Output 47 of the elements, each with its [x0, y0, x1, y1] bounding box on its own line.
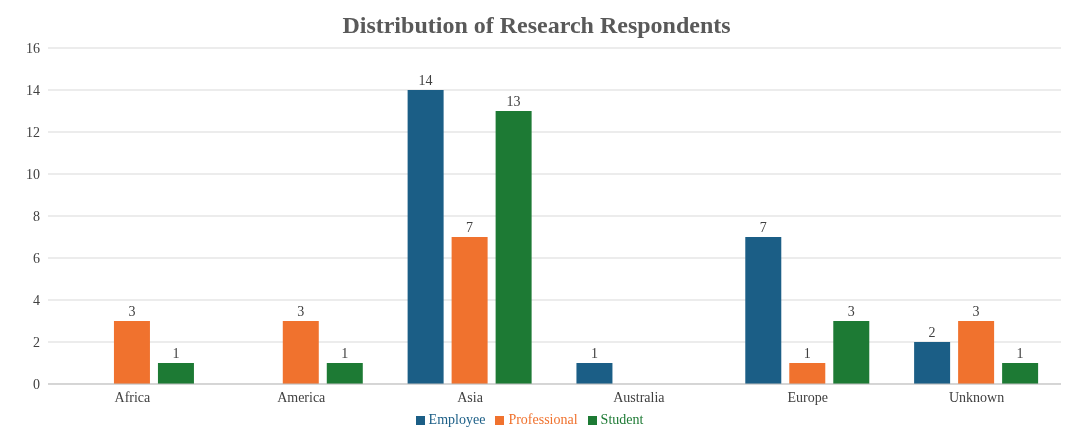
data-label: 3	[972, 304, 980, 319]
data-label: 13	[506, 94, 521, 109]
bar	[326, 363, 363, 384]
data-label: 7	[759, 220, 767, 235]
bar	[745, 237, 782, 384]
y-tick-label: 10	[26, 166, 40, 182]
bar	[495, 111, 532, 384]
data-label: 3	[297, 304, 305, 319]
chart-title: Distribution of Research Respondents	[341, 11, 732, 40]
data-label: 14	[418, 73, 433, 88]
legend-label: Professional	[508, 412, 578, 427]
bar	[282, 321, 319, 384]
data-label: 1	[341, 346, 349, 361]
bar	[1002, 363, 1039, 384]
x-tick-label: Australia	[613, 389, 666, 405]
y-tick-label: 4	[33, 292, 40, 308]
legend-label: Student	[600, 412, 644, 427]
bar	[451, 237, 488, 384]
bar	[576, 363, 613, 384]
y-tick-label: 8	[33, 208, 40, 224]
x-tick-label: America	[277, 389, 327, 405]
x-tick-label: Asia	[457, 389, 484, 405]
y-tick-label: 16	[26, 40, 40, 56]
y-tick-label: 2	[33, 334, 40, 350]
bar	[113, 321, 150, 384]
y-tick-label: 0	[33, 376, 40, 392]
y-tick-label: 12	[26, 124, 40, 140]
data-label: 7	[466, 220, 474, 235]
x-tick-label: Europe	[787, 389, 828, 405]
data-label: 1	[803, 346, 811, 361]
data-label: 3	[847, 304, 855, 319]
y-tick-label: 6	[33, 250, 40, 266]
bar	[958, 321, 995, 384]
bar	[157, 363, 194, 384]
data-label: 3	[128, 304, 136, 319]
bar	[407, 90, 444, 384]
bar	[789, 363, 826, 384]
bar	[833, 321, 870, 384]
x-tick-label: Unknown	[948, 389, 1005, 405]
data-label: 1	[1016, 346, 1024, 361]
y-tick-label: 14	[26, 82, 40, 98]
bar	[914, 342, 951, 384]
x-tick-label: Africa	[114, 389, 152, 405]
data-label: 1	[590, 346, 598, 361]
data-label: 2	[928, 325, 936, 340]
legend-label: Employee	[428, 412, 486, 427]
data-label: 1	[172, 346, 180, 361]
